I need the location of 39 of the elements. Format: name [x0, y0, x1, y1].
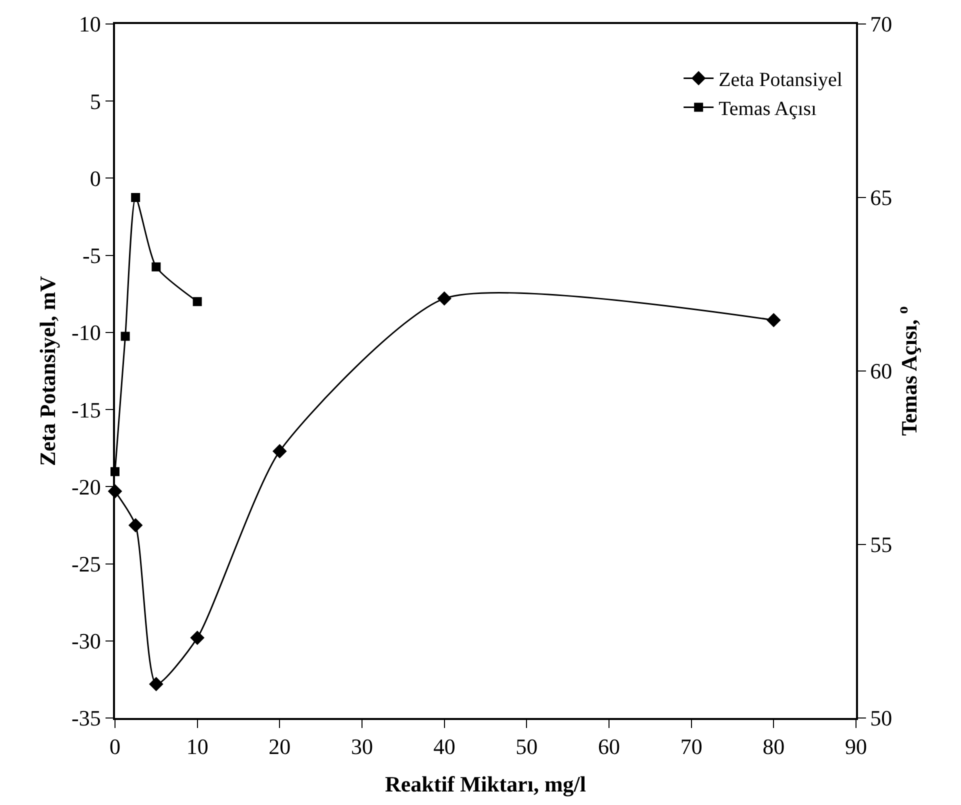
x-tick-label: 0 [110, 734, 120, 760]
x-tick-label: 90 [845, 734, 867, 760]
y2-tick-label: 70 [870, 12, 892, 37]
point [766, 312, 781, 328]
y-tick-label: 10 [78, 12, 101, 37]
x-tick-label: 60 [598, 734, 620, 760]
point [152, 262, 161, 272]
x-tick-label: 40 [433, 734, 456, 760]
legend-label: Temas Açısı [718, 98, 818, 120]
point [437, 291, 452, 306]
x-tick-label: 70 [680, 734, 702, 760]
x-tick-label: 20 [268, 734, 291, 760]
point [120, 332, 130, 341]
x-axis-title: Reaktif Miktarı, mg/l [384, 772, 586, 797]
y2-tick-label: 55 [870, 532, 892, 558]
y-tick-label: -10 [72, 320, 101, 346]
y-tick-label: -30 [72, 628, 101, 654]
x-tick-label: 10 [186, 734, 208, 760]
point [131, 193, 140, 202]
x-tick-label: 50 [516, 734, 538, 760]
y-tick-label: -5 [82, 243, 101, 268]
point [272, 444, 287, 458]
point [128, 518, 143, 532]
y2-tick-label: 65 [870, 185, 892, 210]
point [149, 676, 164, 692]
y-tick-label: 0 [90, 166, 101, 191]
y-axis-title: Zeta Potansiyel, mV [34, 276, 60, 466]
x-tick-label: 80 [762, 734, 785, 760]
point [192, 297, 202, 306]
y2-tick-label: 50 [870, 706, 892, 731]
x-tick-label: 30 [351, 734, 373, 760]
y-tick-label: -35 [72, 706, 101, 731]
y2-tick-label: 60 [870, 358, 892, 384]
y-tick-label: -20 [72, 474, 101, 500]
y-tick-label: 5 [90, 88, 101, 114]
y-tick-label: -15 [72, 397, 101, 422]
y-tick-label: -25 [72, 551, 101, 576]
legend-label: Zeta Potansiyel [718, 69, 843, 91]
point [190, 630, 204, 645]
